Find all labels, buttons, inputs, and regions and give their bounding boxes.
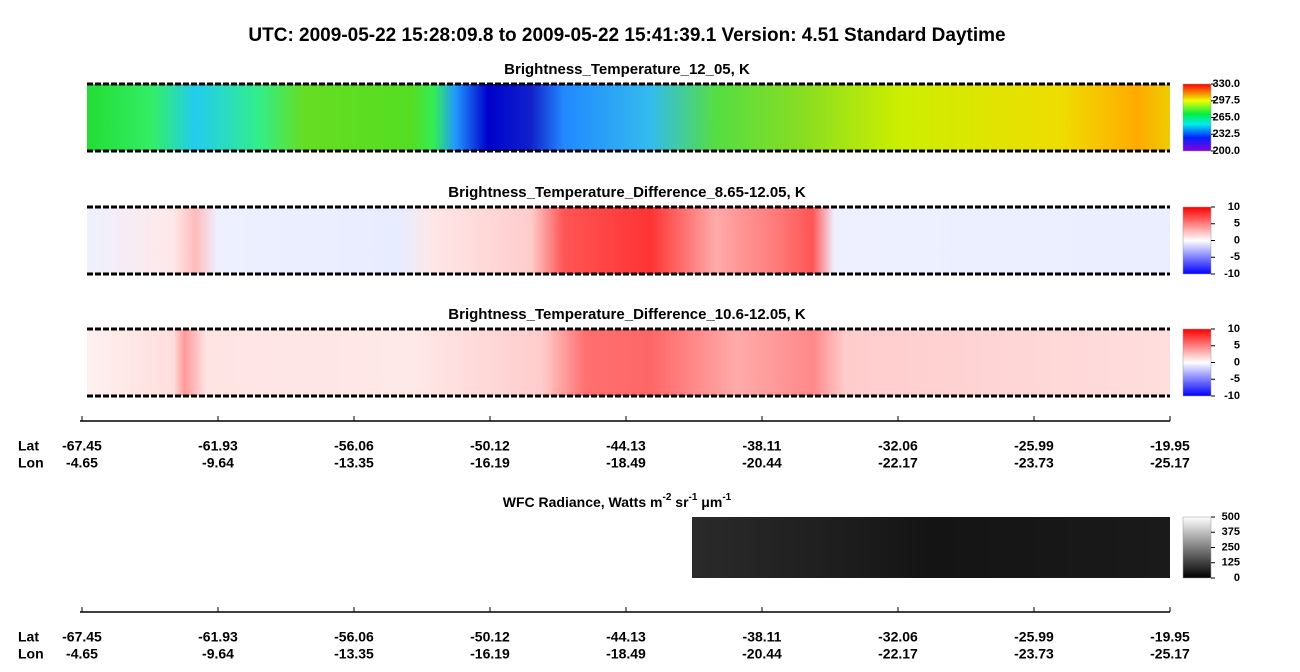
- lon-tick-label: -22.17: [878, 646, 918, 662]
- lat-tick-label: -56.06: [334, 629, 374, 645]
- lat-tick-label: -61.93: [198, 438, 238, 454]
- lon-tick-label: -25.17: [1150, 646, 1190, 662]
- colorbar-tick-label: 250: [1222, 541, 1240, 553]
- lon-tick-label: -16.19: [470, 455, 510, 471]
- lat-tick-label: -25.99: [1014, 629, 1054, 645]
- lat-tick-label: -32.06: [878, 438, 918, 454]
- lat-tick-label: -44.13: [606, 438, 646, 454]
- colorbar-tick-label: 10: [1228, 323, 1240, 335]
- colorbar-tick-label: 125: [1222, 557, 1240, 569]
- colorbar-tick-label: 5: [1234, 340, 1240, 352]
- colorbar-tick-label: -5: [1230, 251, 1240, 263]
- lat-label: Lat: [18, 629, 39, 645]
- lat-tick-label: -67.45: [62, 629, 102, 645]
- lon-tick-label: -9.64: [202, 455, 234, 471]
- lon-tick-label: -13.35: [334, 646, 374, 662]
- page-title: UTC: 2009-05-22 15:28:09.8 to 2009-05-22…: [248, 25, 1005, 46]
- lat-tick-label: -50.12: [470, 438, 510, 454]
- colorbar-tick-label: -10: [1224, 390, 1240, 402]
- image: [87, 329, 1170, 396]
- colorbar-tick-label: -10: [1224, 268, 1240, 280]
- colorbar: [1182, 206, 1212, 275]
- colorbar-tick-label: 375: [1222, 526, 1240, 538]
- title-superscript: -2: [662, 492, 671, 503]
- lon-tick-label: -4.65: [66, 455, 98, 471]
- lat-tick-label: -38.11: [743, 629, 782, 645]
- panel-title: Brightness_Temperature_Difference_8.65-1…: [448, 184, 806, 201]
- lon-tick-label: -25.17: [1150, 455, 1190, 471]
- lon-label: Lon: [18, 646, 44, 662]
- panel-title: Brightness_Temperature_Difference_10.6-1…: [448, 306, 806, 323]
- colorbar-tick-label: 265.0: [1212, 111, 1240, 123]
- lon-tick-label: -20.44: [742, 455, 782, 471]
- wfc-image: [692, 517, 1170, 578]
- colorbar-tick-label: 200.0: [1212, 145, 1240, 157]
- wfc-title: WFC Radiance, Watts m-2 sr-1 μm-1: [503, 492, 732, 510]
- panel-title: Brightness_Temperature_12_05, K: [504, 61, 750, 78]
- lon-tick-label: -13.35: [334, 455, 374, 471]
- colorbar-tick-label: -5: [1230, 373, 1240, 385]
- lon-label: Lon: [18, 455, 44, 471]
- lon-tick-label: -16.19: [470, 646, 510, 662]
- lat-tick-label: -56.06: [334, 438, 374, 454]
- lon-tick-label: -18.49: [606, 646, 646, 662]
- title-superscript: -1: [722, 492, 731, 503]
- lat-tick-label: -19.95: [1150, 629, 1190, 645]
- colorbar-tick-label: 0: [1234, 572, 1240, 584]
- lat-tick-label: -38.11: [743, 438, 782, 454]
- colorbar-tick-label: 297.5: [1212, 95, 1240, 107]
- lat-tick-label: -25.99: [1014, 438, 1054, 454]
- colorbar-tick-label: 232.5: [1212, 128, 1240, 140]
- colorbar-tick-label: 5: [1234, 218, 1240, 230]
- lat-tick-label: -44.13: [606, 629, 646, 645]
- colorbar-tick-label: 330.0: [1212, 78, 1240, 90]
- lat-tick-label: -67.45: [62, 438, 102, 454]
- colorbar: [1182, 516, 1212, 579]
- lon-tick-label: -23.73: [1014, 455, 1054, 471]
- colorbar-tick-label: 500: [1222, 511, 1240, 523]
- image: [87, 84, 1170, 151]
- lat-tick-label: -61.93: [198, 629, 238, 645]
- lon-tick-label: -20.44: [742, 646, 782, 662]
- colorbar-tick-label: 0: [1234, 356, 1240, 368]
- colorbar: [1182, 83, 1212, 152]
- colorbar-tick-label: 0: [1234, 234, 1240, 246]
- title-superscript: -1: [689, 492, 698, 503]
- lon-tick-label: -18.49: [606, 455, 646, 471]
- lat-tick-label: -50.12: [470, 629, 510, 645]
- colorbar-tick-label: 10: [1228, 201, 1240, 213]
- lon-tick-label: -9.64: [202, 646, 234, 662]
- lat-tick-label: -32.06: [878, 629, 918, 645]
- lon-tick-label: -22.17: [878, 455, 918, 471]
- lon-tick-label: -4.65: [66, 646, 98, 662]
- lon-tick-label: -23.73: [1014, 646, 1054, 662]
- lat-tick-label: -19.95: [1150, 438, 1190, 454]
- title-part: WFC Radiance, Watts m: [503, 494, 663, 510]
- lat-label: Lat: [18, 438, 39, 454]
- colorbar: [1182, 328, 1212, 397]
- title-part: μm: [697, 494, 722, 510]
- image: [87, 207, 1170, 274]
- title-part: sr: [671, 494, 689, 510]
